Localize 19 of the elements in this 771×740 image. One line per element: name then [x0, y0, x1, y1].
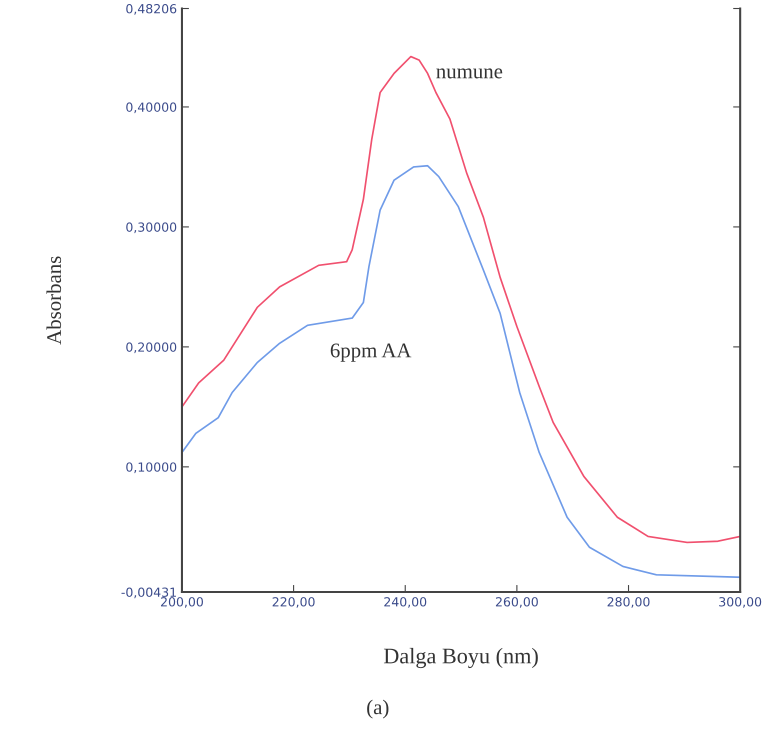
y-tick-label: 0,40000	[126, 102, 176, 114]
x-tick-label: 260,00	[496, 597, 538, 608]
x-tick-label: 280,00	[608, 597, 650, 608]
y-tick-label: 0,48206	[126, 4, 176, 15]
x-axis-title: Dalga Boyu (nm)	[384, 648, 538, 668]
y-tick-label: -0,00431	[122, 587, 176, 598]
x-tick-label: 240,00	[384, 597, 426, 608]
line-series	[182, 164, 740, 578]
x-tick-label: 300,00	[719, 597, 762, 608]
x-tick-label: 220,00	[272, 597, 315, 608]
series-label: numune	[436, 68, 502, 78]
series-label: 6ppm AA	[330, 343, 412, 362]
y-tick-label: 0,20000	[126, 342, 176, 354]
y-axis-title: Absorbans	[46, 256, 62, 345]
y-tick-label: 0,10000	[126, 462, 176, 474]
y-tick-label: 0,30000	[126, 222, 176, 234]
x-tick-label: 200,00	[161, 597, 203, 608]
line-series	[182, 56, 740, 544]
text: (a)	[367, 700, 388, 719]
